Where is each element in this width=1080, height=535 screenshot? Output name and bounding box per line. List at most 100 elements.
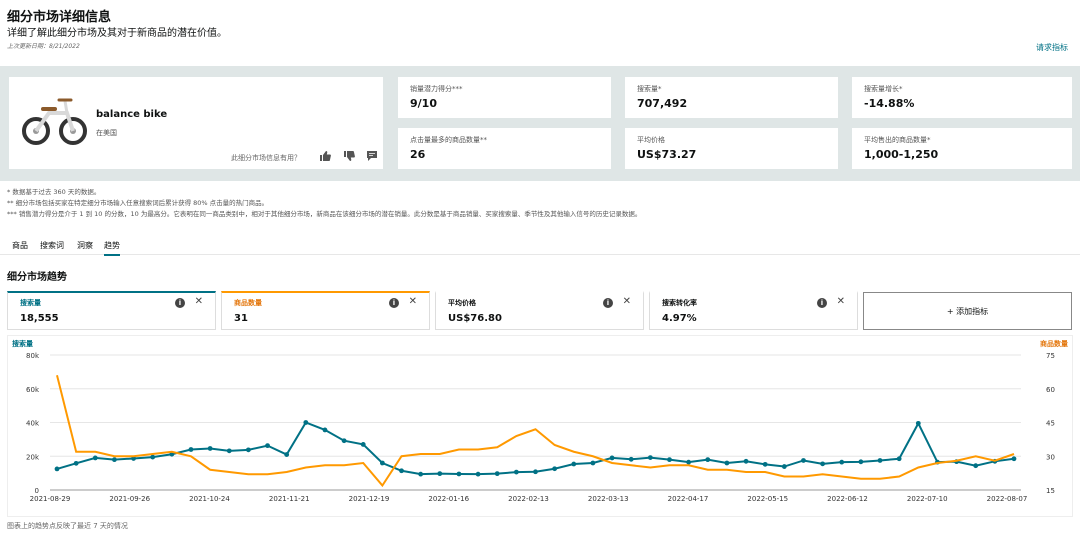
thumbs-down-icon[interactable] [343,150,355,162]
data-point [246,447,251,453]
close-icon[interactable]: ✕ [836,296,845,307]
metric-label: 搜索量增长* [864,85,903,93]
metric-value: US$73.27 [637,148,697,161]
metric-value: 9/10 [410,97,437,110]
data-point [571,461,577,467]
x-tick-label: 2022-01-16 [428,495,469,503]
metric-value: 26 [410,148,426,161]
tab-insights[interactable]: 洞察 [77,241,93,250]
trend-card-search-volume[interactable]: 搜索量 18,555 i ✕ [7,291,216,330]
x-tick-label: 2022-02-13 [508,495,549,503]
metric-label: 销量潜力得分*** [410,85,463,93]
data-point [73,460,79,466]
metric-label: 平均价格 [637,136,665,144]
trend-card-label: 商品数量 [234,299,262,307]
footnote: * 数据基于过去 360 天的数据。 [7,188,101,196]
left-tick-label: 40k [26,420,40,428]
data-point [207,446,213,451]
data-point [475,471,481,477]
add-metric-button[interactable]: + 添加指标 [863,292,1072,330]
comment-icon[interactable] [366,150,378,162]
right-tick-label: 30 [1046,453,1055,461]
data-point [418,471,424,477]
trend-card-value: 18,555 [20,313,59,324]
x-tick-label: 2022-08-07 [987,495,1028,503]
info-icon[interactable]: i [389,298,399,308]
trend-card-value: 4.97% [662,313,697,324]
x-tick-label: 2021-11-21 [269,495,310,503]
trend-card-label: 搜索量 [20,299,41,307]
data-point [820,461,825,467]
data-point [494,471,500,477]
data-point [877,458,883,463]
metric-label: 平均售出的商品数量* [864,136,931,144]
data-point [92,455,98,461]
data-point [226,448,232,454]
chart-footer-note: 图表上的趋势点反映了最近 7 天的情况 [7,522,128,530]
right-tick-label: 75 [1046,352,1055,360]
data-point [360,442,366,447]
metric-search-volume: 搜索量* 707,492 [625,77,838,118]
info-icon[interactable]: i [817,298,827,308]
left-tick-label: 60k [26,386,40,394]
data-point [341,438,347,444]
data-point [762,461,768,467]
trend-card-product-count[interactable]: 商品数量 31 i ✕ [221,291,430,330]
x-tick-label: 2021-09-26 [109,495,150,503]
trend-card-average-price[interactable]: 平均价格 US$76.80 i ✕ [435,291,644,330]
metric-average-units-sold: 平均售出的商品数量* 1,000-1,250 [852,128,1072,169]
data-point [54,466,60,472]
data-point [265,443,270,449]
data-point [915,420,921,426]
metric-search-growth: 搜索量增长* -14.88% [852,77,1072,118]
request-metric-link[interactable]: 请求指标 [1036,43,1068,52]
data-point [456,471,462,477]
data-point [379,460,385,466]
left-tick-label: 80k [26,352,40,360]
right-tick-label: 45 [1046,420,1055,428]
x-tick-label: 2022-03-13 [588,495,629,503]
data-point [724,460,730,466]
data-point [437,471,443,477]
metric-value: -14.88% [864,97,915,110]
data-point [322,427,328,433]
data-point [896,456,902,462]
tab-search-terms[interactable]: 搜索词 [40,241,64,250]
trend-card-conversion-rate[interactable]: 搜索转化率 4.97% i ✕ [649,291,858,330]
data-point [858,459,864,465]
data-point [188,447,194,452]
data-point [973,463,979,469]
close-icon[interactable]: ✕ [408,296,417,307]
info-icon[interactable]: i [175,298,185,308]
x-tick-label: 2022-07-10 [907,495,948,503]
tab-products[interactable]: 商品 [12,241,28,250]
data-point [1011,456,1017,462]
trend-chart: 搜索量 商品数量 0 20k 40k 60k 80k 15 30 45 60 75 2021-08-29… [7,335,1073,517]
data-point [781,464,787,469]
section-title: 细分市场趋势 [7,272,67,283]
footnote: *** 销售潜力得分是介于 1 到 10 的分数，10 为最高分。它表明在同一商… [7,210,642,218]
tab-trends[interactable]: 趋势 [104,240,120,256]
metric-top-clicked-products: 点击量最多的商品数量** 26 [398,128,611,169]
product-region: 在美国 [96,129,117,137]
x-tick-label: 2022-06-12 [827,495,868,503]
page-header: 细分市场详细信息 详细了解此细分市场及其对于新商品的潜在价值。 上次更新日期：8… [0,0,1080,66]
metric-value: 1,000-1,250 [864,148,939,161]
trend-chart-svg: 搜索量 商品数量 0 20k 40k 60k 80k 15 30 45 60 75 2021-08-29… [12,339,1068,503]
trend-card-label: 平均价格 [448,299,476,307]
info-icon[interactable]: i [603,298,613,308]
page-subtitle: 详细了解此细分市场及其对于新商品的潜在价值。 [7,28,227,39]
left-tick-label: 20k [26,453,40,461]
close-icon[interactable]: ✕ [194,296,203,307]
x-tick-label: 2021-12-19 [349,495,390,503]
data-point [667,457,672,463]
trend-card-value: 31 [234,313,248,324]
data-point [839,459,845,465]
thumbs-up-icon[interactable] [319,150,331,162]
tab-bar: 商品 搜索词 洞察 趋势 [0,237,1080,256]
metric-label: 点击量最多的商品数量** [410,136,487,144]
data-point [150,454,156,460]
product-image [22,98,87,145]
data-point [705,457,711,463]
close-icon[interactable]: ✕ [622,296,631,307]
